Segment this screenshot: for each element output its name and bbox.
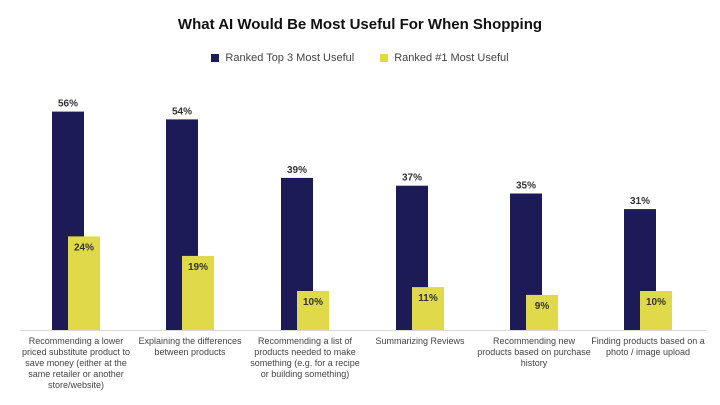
bar-rank1-0 (68, 236, 100, 330)
legend: Ranked Top 3 Most Useful Ranked #1 Most … (0, 52, 720, 64)
data-label-top3-3: 37% (402, 173, 422, 184)
data-label-top3-0: 56% (58, 99, 78, 110)
bar-rank1-3 (412, 287, 444, 330)
chart-title: What AI Would Be Most Useful For When Sh… (177, 16, 543, 33)
bar-rank1-5 (640, 291, 672, 330)
category-label-2: Recommending a list of products needed t… (250, 336, 360, 379)
data-label-top3-1: 54% (172, 106, 192, 117)
category-label-3: Summarizing Reviews (375, 336, 465, 346)
data-label-top3-4: 35% (516, 181, 536, 192)
data-label-rank1-4: 9% (535, 301, 550, 312)
category-label-4: Recommending new products based on purch… (477, 336, 591, 368)
category-label-5: Finding products based on a photo / imag… (591, 336, 705, 357)
bar-rank1-2 (297, 291, 329, 330)
bar-rank1-1 (182, 255, 214, 330)
data-label-rank1-0: 24% (74, 242, 94, 253)
legend-item-rank1: Ranked #1 Most Useful (380, 52, 509, 64)
data-label-rank1-3: 11% (418, 293, 438, 304)
data-label-top3-2: 39% (287, 165, 307, 176)
legend-item-top3: Ranked Top 3 Most Useful (211, 52, 354, 64)
category-label-0: Recommending a lower priced substitute p… (21, 336, 131, 390)
data-label-rank1-5: 10% (646, 297, 666, 308)
legend-swatch-top3 (211, 54, 220, 62)
legend-label-top3: Ranked Top 3 Most Useful (225, 52, 355, 64)
data-label-rank1-1: 19% (188, 262, 208, 273)
data-label-rank1-2: 10% (303, 297, 323, 308)
category-label-1: Explaining the differences between produ… (138, 336, 242, 357)
legend-label-rank1: Ranked #1 Most Useful (394, 52, 509, 64)
bar-rank1-4 (526, 294, 558, 330)
legend-swatch-rank1 (380, 54, 389, 62)
data-label-top3-5: 31% (630, 196, 650, 207)
